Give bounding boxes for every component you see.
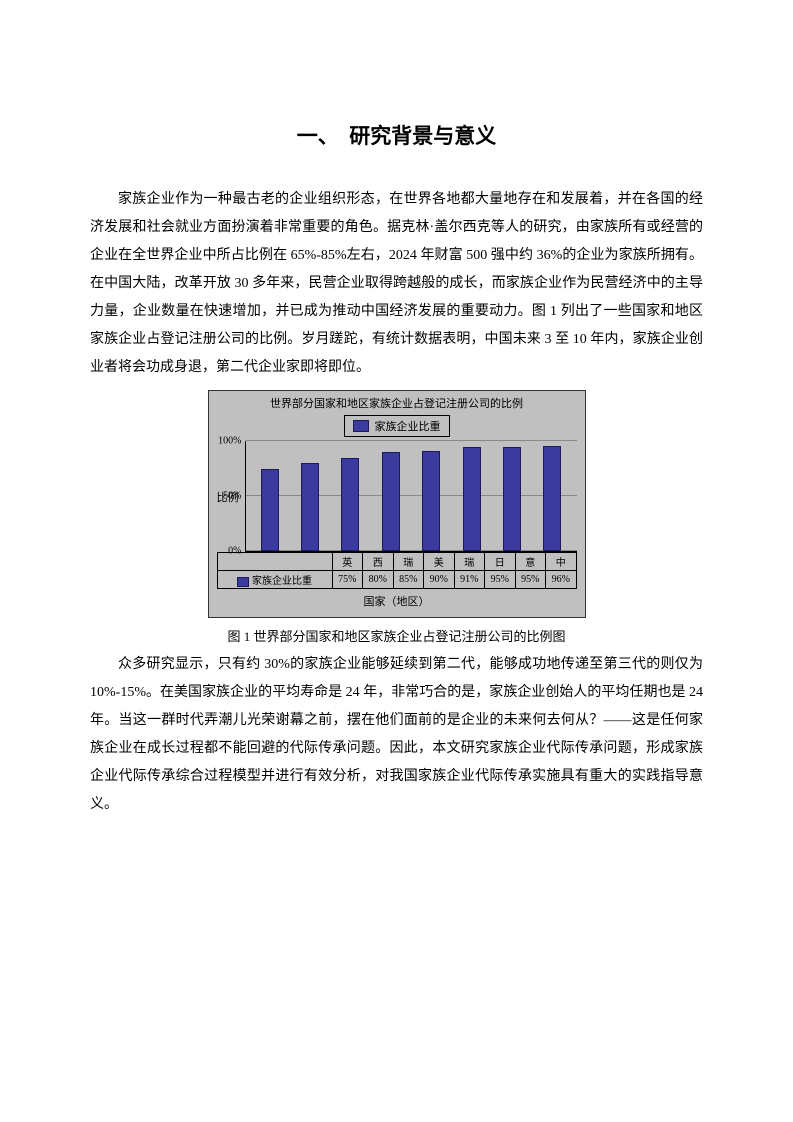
figure-caption: 图 1 世界部分国家和地区家族企业占登记注册公司的比例图: [90, 626, 703, 645]
y-tick-label: 50%: [210, 491, 242, 502]
legend-label: 家族企业比重: [375, 418, 441, 434]
table-value: 80%: [363, 571, 394, 589]
table-category: 西: [363, 553, 394, 571]
legend-item: 家族企业比重: [344, 415, 450, 437]
table-category: 瑞: [454, 553, 485, 571]
paragraph-1: 家族企业作为一种最古老的企业组织形态，在世界各地都大量地存在和发展着，并在各国的…: [90, 186, 703, 382]
x-axis-label: 国家（地区）: [217, 593, 577, 609]
bar: [503, 447, 521, 552]
table-value: 95%: [515, 571, 546, 589]
plot-row: 比例 0%50%100%: [217, 441, 577, 552]
bar: [543, 446, 561, 552]
table-value: 91%: [454, 571, 485, 589]
table-value: 96%: [546, 571, 577, 589]
table-category: 中: [546, 553, 577, 571]
table-value: 95%: [485, 571, 516, 589]
table-value: 75%: [332, 571, 363, 589]
table-category: 英: [332, 553, 363, 571]
plot-wrap: 0%50%100%: [245, 441, 577, 552]
bar: [301, 463, 319, 551]
table-category: 美: [424, 553, 455, 571]
plot-area: 0%50%100%: [245, 441, 577, 552]
table-category: 瑞: [393, 553, 424, 571]
section-title: 一、 研究背景与意义: [90, 120, 703, 150]
chart-data-table: 英西瑞美瑞日意中家族企业比重75%80%85%90%91%95%95%96%: [217, 552, 577, 589]
table-value: 85%: [393, 571, 424, 589]
row-swatch: [237, 577, 249, 587]
table-category: 意: [515, 553, 546, 571]
bar: [422, 451, 440, 551]
bar: [382, 452, 400, 551]
bar-chart: 世界部分国家和地区家族企业占登记注册公司的比例 家族企业比重 比例 0%50%1…: [208, 390, 586, 618]
chart-title: 世界部分国家和地区家族企业占登记注册公司的比例: [217, 397, 577, 411]
row-label-text: 家族企业比重: [252, 576, 312, 587]
bar: [261, 469, 279, 552]
bars-group: [246, 441, 577, 551]
paragraph-2: 众多研究显示，只有约 30%的家族企业能够延续到第二代，能够成功地传递至第三代的…: [90, 651, 703, 819]
bar: [463, 447, 481, 552]
legend-swatch: [353, 420, 369, 432]
table-category: 日: [485, 553, 516, 571]
table-row-label: 家族企业比重: [217, 571, 332, 589]
bar: [341, 458, 359, 552]
chart-container: 世界部分国家和地区家族企业占登记注册公司的比例 家族企业比重 比例 0%50%1…: [90, 390, 703, 618]
y-tick-label: 0%: [210, 546, 242, 557]
y-tick-label: 100%: [210, 436, 242, 447]
page: 一、 研究背景与意义 家族企业作为一种最古老的企业组织形态，在世界各地都大量地存…: [0, 0, 793, 909]
table-value: 90%: [424, 571, 455, 589]
chart-legend: 家族企业比重: [217, 415, 577, 437]
